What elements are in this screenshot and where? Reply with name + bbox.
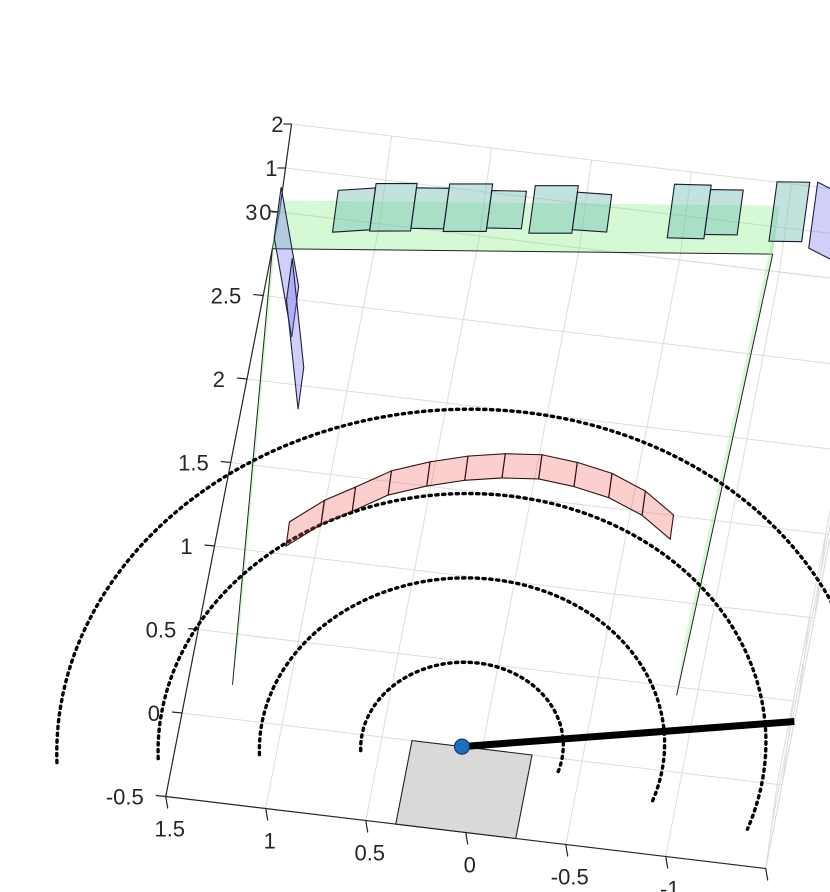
sensor-objects <box>395 718 795 840</box>
x-tick-mark <box>765 868 769 881</box>
teal-panel <box>331 187 377 233</box>
y-tick-label: 2.5 <box>211 284 242 309</box>
y-tick-mark <box>236 377 248 380</box>
blue-panel <box>285 258 305 410</box>
y-tick-label: 3 <box>245 200 257 225</box>
teal-panel <box>666 183 712 240</box>
blue-panel <box>273 186 300 338</box>
teal-panel <box>571 191 613 233</box>
red-panel <box>538 454 578 488</box>
y-tick-mark <box>171 711 183 714</box>
teal-panel <box>486 189 528 230</box>
y-tick-mark <box>220 460 231 464</box>
range-rings <box>55 407 830 831</box>
x-tick-mark <box>265 808 269 821</box>
green-wall-edge <box>676 253 774 696</box>
green-wall <box>272 200 780 255</box>
floor-grid-y <box>263 295 830 365</box>
teal-panel <box>368 182 418 232</box>
x-tick-label: -1.5 <box>751 889 789 892</box>
green-wall-edge <box>232 248 273 685</box>
z-tick-label: 0 <box>259 200 271 225</box>
side-grid-z <box>777 509 830 781</box>
teal-panel <box>528 185 579 234</box>
y-tick-label: 0.5 <box>146 618 177 643</box>
y-tick-label: 1.5 <box>178 451 209 476</box>
red-panels <box>285 453 675 548</box>
x-tick-mark <box>665 856 669 869</box>
range-ring <box>156 491 768 831</box>
side-grid-z <box>765 535 830 869</box>
y-tick-label: 0 <box>148 701 160 726</box>
red-panel <box>387 461 431 496</box>
x-tick-label: 0 <box>464 853 476 878</box>
green-wall <box>232 200 279 685</box>
back-grid-z <box>291 123 830 190</box>
x-tick-label: 1 <box>264 829 276 854</box>
y-tick-mark <box>204 544 215 547</box>
red-panel <box>641 490 675 541</box>
x-tick-label: -1 <box>660 877 680 892</box>
walls <box>232 181 830 696</box>
blue-panel <box>808 181 830 260</box>
x-tick-mark <box>365 820 369 833</box>
floor-grid-x <box>465 247 580 833</box>
x-tick-mark <box>565 844 569 857</box>
range-ring <box>257 576 667 804</box>
back-grid-z <box>285 167 830 234</box>
teal-panel <box>768 181 811 243</box>
floor-grid-x <box>665 271 780 857</box>
x-tick-label: 0.5 <box>354 841 385 866</box>
sensor-marker <box>453 738 471 755</box>
x-tick-mark <box>465 832 469 845</box>
y-tick-label: -0.5 <box>106 785 144 810</box>
red-panel <box>573 461 613 499</box>
y-tick-mark <box>155 794 166 798</box>
y-tick-label: 1 <box>180 534 192 559</box>
red-panel <box>464 453 506 481</box>
floor-grid-y <box>214 545 815 619</box>
x-tick-label: -0.5 <box>551 865 589 890</box>
y-axis-line <box>165 211 281 797</box>
y-tick-label: 2 <box>213 367 225 392</box>
green-wall <box>676 205 780 696</box>
range-ring <box>55 407 830 765</box>
range-ring <box>358 660 566 776</box>
y-tick-mark <box>253 293 264 297</box>
sensor-ray <box>461 718 795 751</box>
red-panel <box>426 455 469 487</box>
z-tick-label: 1 <box>265 156 277 181</box>
z-tick-label: 2 <box>271 112 283 137</box>
side-grid-z <box>771 522 830 825</box>
teal-panel <box>703 189 744 236</box>
robot-base <box>395 739 533 840</box>
floor-grid-x <box>565 259 680 845</box>
floor-grid-x <box>365 235 480 821</box>
green-wall-edge <box>272 248 773 255</box>
floor-grid-y <box>198 629 799 702</box>
x-tick-label: 1.5 <box>154 817 185 842</box>
teal-panel <box>442 183 494 232</box>
back-grid-z <box>279 211 830 279</box>
teal-panel <box>410 187 450 230</box>
red-panel <box>501 453 543 480</box>
x-tick-mark <box>165 796 169 809</box>
